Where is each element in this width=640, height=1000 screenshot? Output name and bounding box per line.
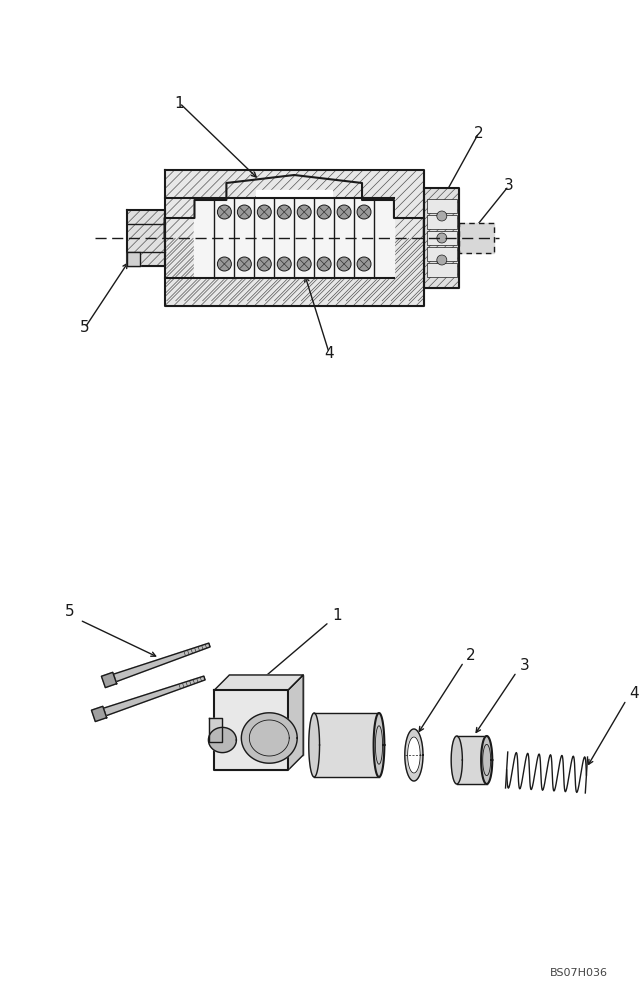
Text: 4: 4: [630, 686, 639, 702]
Circle shape: [237, 257, 252, 271]
Text: 5: 5: [80, 320, 90, 336]
Polygon shape: [457, 736, 486, 784]
Text: 3: 3: [504, 178, 513, 194]
Polygon shape: [195, 198, 394, 278]
Polygon shape: [113, 643, 210, 682]
Circle shape: [297, 205, 311, 219]
Polygon shape: [405, 729, 423, 781]
Polygon shape: [127, 252, 140, 266]
Polygon shape: [164, 175, 424, 238]
Polygon shape: [92, 706, 107, 722]
Polygon shape: [308, 713, 319, 777]
Polygon shape: [214, 675, 303, 690]
Text: 3: 3: [520, 658, 529, 674]
Bar: [427, 247, 457, 261]
Polygon shape: [314, 713, 379, 777]
Circle shape: [218, 257, 232, 271]
Text: 1: 1: [332, 608, 342, 624]
Circle shape: [317, 257, 331, 271]
Circle shape: [257, 257, 271, 271]
Circle shape: [277, 205, 291, 219]
Bar: [427, 215, 457, 229]
Circle shape: [218, 205, 232, 219]
Circle shape: [257, 205, 271, 219]
Polygon shape: [195, 190, 394, 238]
Bar: [427, 231, 457, 245]
Polygon shape: [481, 736, 492, 784]
Text: BS07H036: BS07H036: [550, 968, 609, 978]
Polygon shape: [229, 675, 303, 755]
Polygon shape: [104, 676, 205, 716]
Polygon shape: [451, 736, 462, 784]
Polygon shape: [424, 188, 459, 288]
Circle shape: [437, 211, 447, 221]
Polygon shape: [241, 713, 297, 763]
Polygon shape: [214, 690, 288, 770]
Polygon shape: [459, 223, 493, 253]
Polygon shape: [127, 210, 164, 266]
Circle shape: [337, 257, 351, 271]
Circle shape: [337, 205, 351, 219]
Circle shape: [237, 205, 252, 219]
Text: 4: 4: [324, 346, 334, 360]
Circle shape: [357, 205, 371, 219]
Polygon shape: [408, 737, 420, 773]
Text: 2: 2: [474, 125, 484, 140]
Circle shape: [317, 205, 331, 219]
Polygon shape: [209, 727, 236, 753]
Polygon shape: [101, 672, 116, 688]
Polygon shape: [288, 675, 303, 770]
Text: 2: 2: [466, 648, 476, 664]
Polygon shape: [164, 170, 424, 306]
Polygon shape: [374, 713, 385, 777]
Polygon shape: [209, 718, 223, 742]
Circle shape: [277, 257, 291, 271]
Bar: [427, 263, 457, 277]
Text: 1: 1: [175, 96, 184, 110]
Circle shape: [357, 257, 371, 271]
Text: 5: 5: [65, 604, 75, 619]
Circle shape: [437, 255, 447, 265]
Bar: [427, 199, 457, 213]
Circle shape: [437, 233, 447, 243]
Circle shape: [297, 257, 311, 271]
